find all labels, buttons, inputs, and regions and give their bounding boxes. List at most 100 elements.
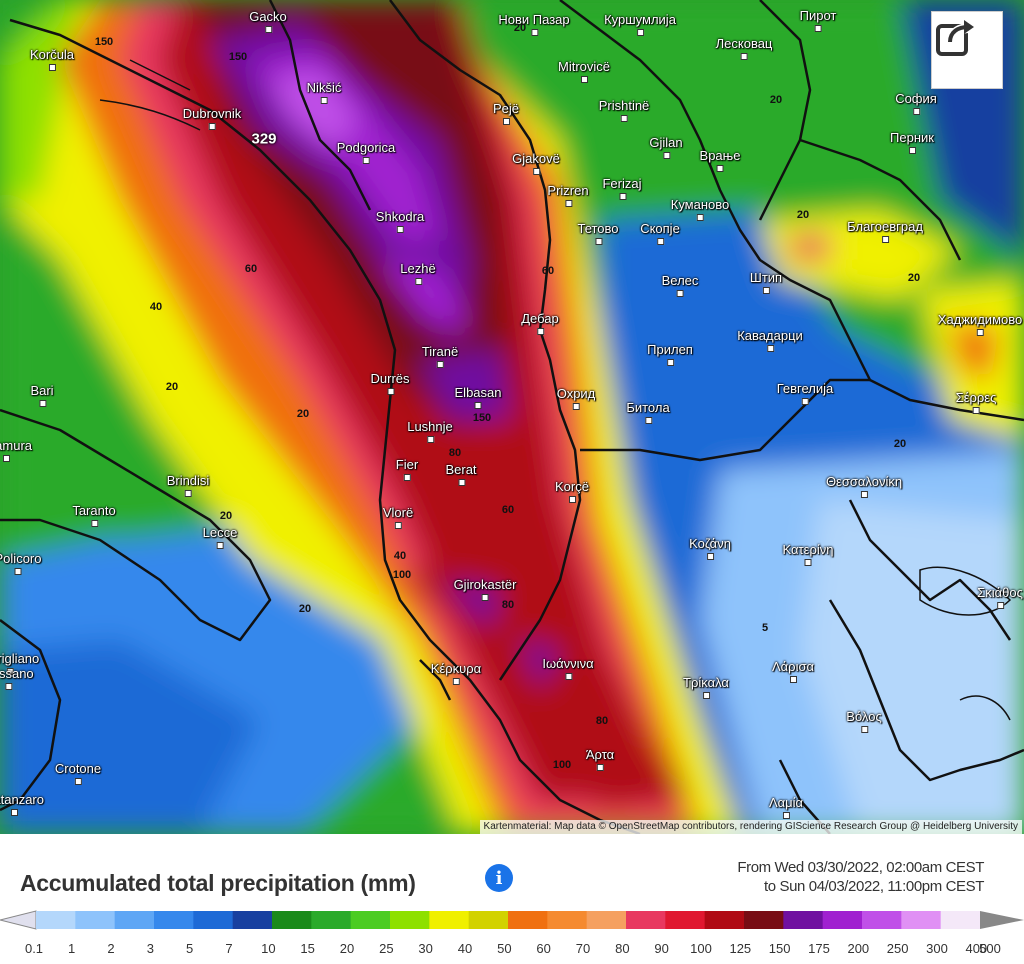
contour-value: 20 [296,408,310,420]
city-label: Βόλος [846,709,882,733]
city-label: Куршумлија [604,12,676,36]
city-label: Altamura [0,438,32,462]
legend-swatch [154,911,194,929]
legend-title: Accumulated total precipitation (mm) [20,870,416,896]
legend-tick-label: 20 [339,941,355,956]
city-label: Врање [699,148,741,172]
color-scale-labels: 0.1 1 2 3 5 7 10 15 20 25 30 40 50 60 70 80 90 100 125 150 1… [0,941,1024,959]
city-label: Berat [445,462,477,486]
city-label: Dubrovnik [182,106,242,130]
city-label: Пирот [799,8,837,32]
contour-value: 20 [298,603,312,615]
contour-value: 150 [228,51,248,63]
legend-swatch [508,911,548,929]
city-label: Taranto [72,503,116,527]
city-label: Лесковац [715,36,773,60]
legend-tick-label: 300 [926,941,948,956]
legend-swatch [468,911,509,929]
legend-swatch [75,911,116,929]
legend-swatch [429,911,470,929]
city-label: Pejë [492,101,520,125]
city-label: Podgorica [336,140,396,164]
city-label: Σέρρες [955,390,997,414]
legend-tick-label: 60 [536,941,551,956]
city-label: Τρίκαλα [683,675,729,699]
city-label: Κοζάνη [689,536,731,560]
legend-swatch [586,911,627,929]
city-label: Prizren [547,183,589,207]
contour-value: 80 [448,447,462,459]
city-label: Vlorë [382,505,414,529]
contour-value: 40 [149,301,163,313]
city-label: Ιωάννινα [542,656,594,680]
legend-tick-label: 2 [107,941,115,956]
city-label: Prishtinë [598,98,650,122]
city-label: Tiranë [421,344,459,368]
city-label: Elbasan [454,385,502,409]
city-label: Скопје [640,221,680,245]
legend-swatch [36,911,76,929]
legend-swatch [193,911,234,929]
legend-tick-label: 15 [300,941,315,956]
legend-tick-label: 5 [186,941,194,956]
contour-value: 100 [392,569,412,581]
city-label: Catanzaro [0,792,44,816]
legend-tick-label: 30 [418,941,433,956]
city-label: Crotone [54,761,102,785]
legend-swatch [232,911,273,929]
legend-tick-label: 150 [768,941,791,956]
city-label: Κατερίνη [782,542,834,566]
city-label: Σκιάθος [977,585,1023,609]
legend-swatch [665,911,706,929]
contour-value: 80 [595,715,609,727]
city-label: Policoro [0,551,41,575]
city-label: Благоевград [847,219,923,243]
contour-value: 20 [165,381,179,393]
legend-tick-label: 500 [979,941,1001,956]
contour-value: 40 [393,550,407,562]
legend-tick-label: 50 [497,941,512,956]
legend-panel: Accumulated total precipitation (mm) i F… [0,834,1024,964]
city-label: Дебар [521,311,559,335]
share-button[interactable] [931,11,1003,89]
city-label: Κέρκυρα [430,661,482,685]
legend-swatch [940,911,981,929]
legend-tick-label: 100 [690,941,712,956]
city-label: Bari [30,383,54,407]
city-label: Άρτα [585,747,615,771]
legend-tick-label: 40 [457,941,473,956]
city-label: Korčula [29,47,75,71]
legend-swatch [704,911,745,929]
city-label: Durrës [370,371,410,395]
legend-swatch [547,911,588,929]
city-label: София [895,91,937,115]
legend-tick-label: 1 [68,941,76,956]
city-label: Brindisi [166,473,210,497]
contour-value: 150 [94,36,114,48]
legend-swatch [350,911,391,929]
legend-tick-label: 70 [575,941,591,956]
city-label: Кавадарци [737,328,803,352]
city-label: Fier [395,457,419,481]
share-icon [936,20,974,56]
city-label: Gjirokastër [453,577,517,601]
city-label: Corigliano [0,651,39,675]
legend-swatch [980,911,1024,929]
city-label: Тетово [577,221,619,245]
precipitation-map[interactable]: Gacko Korčula Dubrovnik Nikšić Podgorica Shko… [0,0,1024,834]
city-label: Rossano [0,666,34,690]
city-label: Велес [661,273,699,297]
city-label: Lecce [202,525,238,549]
map-attribution: Kartenmaterial: Map data © OpenStreetMap… [479,820,1022,834]
city-label: Shkodra [375,209,425,233]
legend-swatch [626,911,666,929]
city-label: Охрид [556,386,596,410]
color-scale-bar [0,910,1024,930]
city-label: Lezhë [400,261,436,285]
contour-value: 60 [541,265,555,277]
city-label: Прилеп [647,342,693,366]
info-icon[interactable]: i [485,864,513,892]
contour-value: 100 [552,759,572,771]
contour-value: 20 [219,510,233,522]
legend-tick-label: 90 [654,941,669,956]
